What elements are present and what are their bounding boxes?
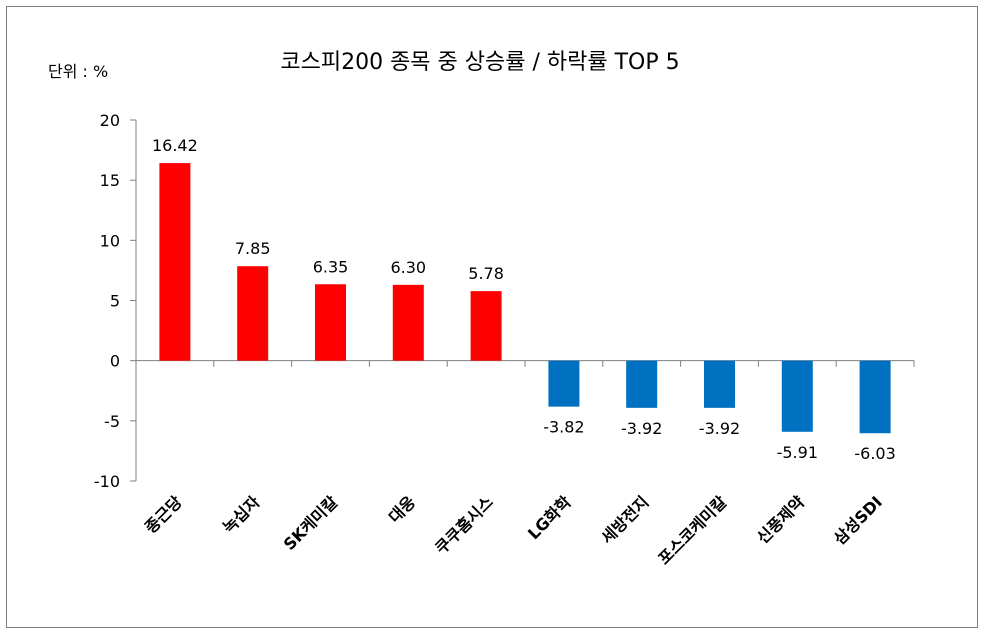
category-label: 종근당 [141, 492, 186, 537]
bar [392, 284, 424, 361]
category-label: 녹십자 [219, 492, 264, 537]
data-labels: 16.42 7.85 6.35 6.30 5.78 -3.82 -3.92 -3.92 -5.9… [152, 136, 896, 463]
y-tick-label: 10 [100, 231, 120, 250]
data-label: -3.82 [543, 418, 584, 437]
category-label: 대웅 [385, 492, 419, 526]
category-label: 세방전지 [597, 492, 652, 547]
category-label: SK케미칼 [280, 492, 342, 554]
bar [704, 360, 735, 408]
bar [470, 291, 502, 361]
category-label: 삼성SDI [830, 492, 886, 548]
bars [159, 163, 891, 434]
y-tick-label: -5 [104, 412, 120, 431]
y-tick-label: -10 [94, 472, 120, 491]
category-label: 신풍제약 [753, 492, 808, 547]
y-tick-label: 20 [100, 111, 120, 130]
category-labels: 종근당 녹십자 SK케미칼 대웅 쿠쿠홈시스 LG화학 세방전지 포스코케미칼 신풍제약 삼성SD… [141, 492, 886, 568]
bar [859, 360, 891, 434]
y-tick-label: 15 [100, 171, 120, 190]
category-label: 포스코케미칼 [654, 492, 730, 568]
data-label: 6.35 [313, 257, 349, 276]
category-label: 쿠쿠홈시스 [431, 492, 497, 558]
data-label: 5.78 [468, 264, 504, 283]
data-label: 7.85 [235, 239, 271, 258]
data-label: 16.42 [152, 136, 198, 155]
bar [159, 163, 191, 361]
y-tick-label: 5 [110, 292, 120, 311]
data-label: -3.92 [699, 419, 740, 438]
chart-title: 코스피200 종목 중 상승률 / 하락률 TOP 5 [280, 50, 680, 75]
bar [626, 360, 658, 408]
unit-label: 단위 : % [48, 62, 109, 81]
category-label: LG화학 [524, 492, 575, 543]
data-label: -6.03 [854, 444, 895, 463]
bar [781, 360, 813, 432]
bar [548, 360, 580, 407]
data-label: -3.92 [621, 419, 662, 438]
data-label: -5.91 [777, 443, 818, 462]
y-tick-label: 0 [110, 352, 120, 371]
data-label: 6.30 [390, 258, 426, 277]
bar [237, 266, 269, 361]
axes: 20 15 10 5 0 -5 -10 [94, 111, 915, 491]
bar [315, 284, 346, 361]
